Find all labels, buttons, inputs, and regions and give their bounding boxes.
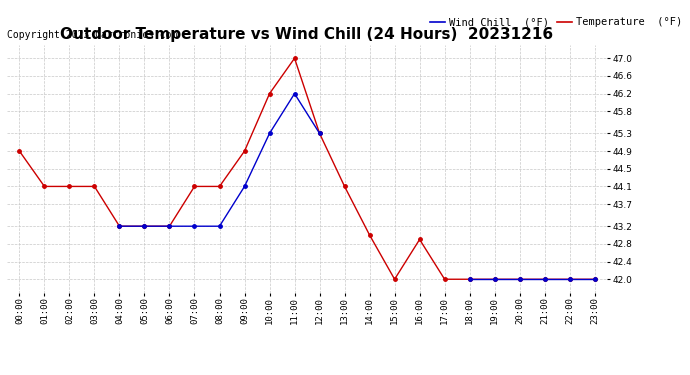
Title: Outdoor Temperature vs Wind Chill (24 Hours)  20231216: Outdoor Temperature vs Wind Chill (24 Ho…: [61, 27, 553, 42]
Text: Copyright 2023 Cartronics.com: Copyright 2023 Cartronics.com: [7, 30, 177, 40]
Legend: Wind Chill  (°F), Temperature  (°F): Wind Chill (°F), Temperature (°F): [426, 13, 686, 32]
